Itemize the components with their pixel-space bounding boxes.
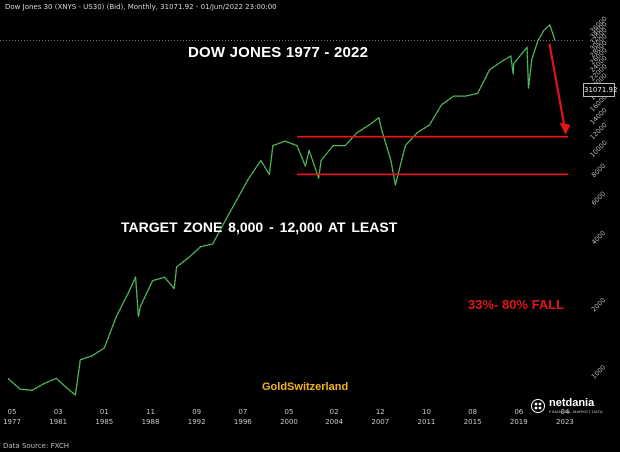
last-price-tag: 31071.92 xyxy=(583,83,617,97)
y-tick-label: 8000 xyxy=(590,162,607,179)
x-tick-year: 1985 xyxy=(95,418,113,426)
x-tick-month: 02 xyxy=(330,408,339,416)
instrument-header: Dow Jones 30 (XNYS - US30) (Bid), Monthl… xyxy=(5,3,277,11)
x-tick-month: 10 xyxy=(422,408,431,416)
target-zone-lines xyxy=(297,135,568,176)
x-tick-year: 2007 xyxy=(371,418,389,426)
target-zone-label: TARGET ZONE 8,000 - 12,000 AT LEAST xyxy=(121,219,398,235)
netdania-logo-name: netdania xyxy=(549,397,595,409)
x-tick-year: 2011 xyxy=(418,418,436,426)
x-tick-month: 08 xyxy=(468,408,477,416)
x-tick-year: 2019 xyxy=(510,418,528,426)
x-tick-month: 01 xyxy=(100,408,109,416)
y-tick-label: 4000 xyxy=(590,229,607,246)
x-tick-month: 06 xyxy=(514,408,523,416)
y-tick-label: 2000 xyxy=(590,296,607,313)
x-tick-month: 09 xyxy=(192,408,201,416)
x-tick-month: 03 xyxy=(54,408,63,416)
x-tick-year: 2000 xyxy=(280,418,298,426)
watermark-label: GoldSwitzerland xyxy=(262,381,349,393)
x-axis: 05 1977 03 1981 01 1985 11 1988 09 1992 07 1996 05 20… xyxy=(3,408,574,426)
x-tick-year: 1977 xyxy=(3,418,21,426)
y-tick-label: 6000 xyxy=(590,190,607,207)
y-tick-label: 1000 xyxy=(590,363,607,380)
x-tick-year: 1996 xyxy=(234,418,252,426)
x-tick-month: 07 xyxy=(238,408,247,416)
x-tick-year: 1981 xyxy=(49,418,67,426)
x-tick-month: 05 xyxy=(285,408,294,416)
x-tick-year: 2015 xyxy=(464,418,482,426)
x-tick-month: 04 xyxy=(560,408,569,416)
x-tick-month: 05 xyxy=(8,408,17,416)
x-tick-month: 12 xyxy=(376,408,385,416)
x-tick-month: 11 xyxy=(146,408,155,416)
data-source-label: Data Source: FXCH xyxy=(3,442,70,450)
x-tick-year: 1992 xyxy=(188,418,206,426)
x-tick-year: 2004 xyxy=(325,418,343,426)
x-tick-year: 2023 xyxy=(556,418,574,426)
fall-label: 33%- 80% FALL xyxy=(468,297,565,312)
fall-arrow xyxy=(548,43,571,135)
x-tick-year: 1988 xyxy=(142,418,160,426)
y-axis: 1000200040006000800010000120001400016000… xyxy=(588,15,608,381)
netdania-logo-icon xyxy=(531,399,545,413)
netdania-logo: netdania FINANCIAL MARKET DATA xyxy=(531,398,603,414)
netdania-logo-tagline: FINANCIAL MARKET DATA xyxy=(549,409,603,414)
price-series-highlight xyxy=(7,24,556,396)
price-series-line xyxy=(7,24,556,396)
chart-title: DOW JONES 1977 - 2022 xyxy=(188,44,369,61)
y-tick-label: 10000 xyxy=(588,139,608,159)
